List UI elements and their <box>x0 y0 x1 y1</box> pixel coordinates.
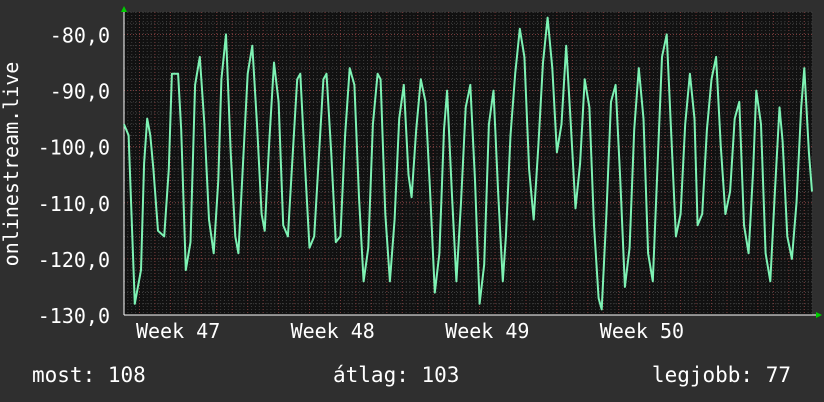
series-line <box>123 16 813 311</box>
y-tick-label: -100,0 <box>38 136 110 160</box>
x-tick-label: Week 47 <box>136 319 220 343</box>
y-axis-label: onlinestream.live <box>0 62 23 267</box>
current-value-label: most: 108 <box>32 363 146 387</box>
series-layer <box>123 16 813 311</box>
y-tick-label: -90,0 <box>50 80 110 104</box>
y-axis-arrow <box>121 6 127 12</box>
x-tick-label: Week 49 <box>445 319 529 343</box>
y-tick-label: -110,0 <box>38 192 110 216</box>
x-axis-arrow <box>816 312 822 318</box>
x-tick-label: Week 50 <box>600 319 684 343</box>
average-value-label: átlag: 103 <box>333 363 460 387</box>
y-tick-label: -120,0 <box>38 248 110 272</box>
y-tick-label: -130,0 <box>38 304 110 328</box>
tick-labels: -80,0 -90,0 -100,0 -110,0 -120,0 -130,0 Week 4… <box>38 23 684 343</box>
best-value-label: legjobb: 77 <box>651 363 791 387</box>
axes <box>121 6 822 318</box>
y-tick-label: -80,0 <box>50 23 110 47</box>
x-tick-label: Week 48 <box>291 319 375 343</box>
grid <box>123 11 813 316</box>
